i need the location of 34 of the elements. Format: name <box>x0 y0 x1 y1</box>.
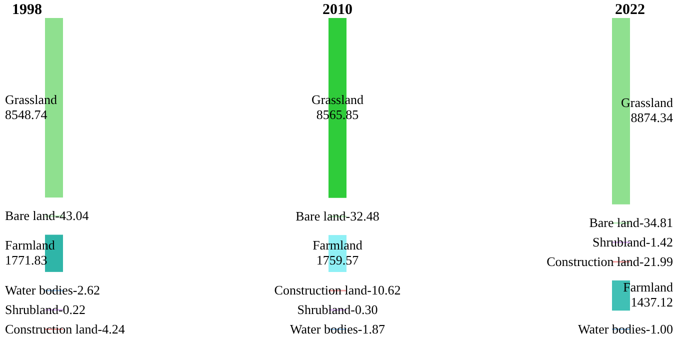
data-label: 4.24 <box>102 321 126 336</box>
category-label: Water bodies- <box>578 321 650 336</box>
data-label: 34.81 <box>644 215 673 230</box>
category-label: Bare land- <box>589 215 644 230</box>
category-label: Shrubland- <box>5 302 63 317</box>
text: 2010 <box>322 2 352 18</box>
data-label: 8874.34 <box>630 110 674 126</box>
data-label: 2.62 <box>77 282 100 298</box>
category-label: Farmland <box>312 238 363 253</box>
category-label: Shrubland- <box>297 302 356 317</box>
data-label: 10.62 <box>371 282 401 298</box>
text: 1998 <box>12 2 42 18</box>
category-label: Shrubland- <box>592 234 650 250</box>
data-label: 1437.12 <box>630 294 673 310</box>
data-label: 1759.57 <box>316 252 360 268</box>
data-label: 21.99 <box>644 254 673 269</box>
category-label: Bare land- <box>296 208 350 224</box>
data-label: 32.48 <box>350 208 380 224</box>
data-label: 8548.74 <box>5 106 48 122</box>
data-label: 43.04 <box>60 208 90 224</box>
category-label: Construction land- <box>274 282 372 298</box>
category-label: Water bodies- <box>290 321 362 336</box>
data-label: 0.30 <box>355 302 378 317</box>
data-label: 1.42 <box>650 234 673 250</box>
category-label: Bare land- <box>5 208 60 224</box>
category-label: Construction land- <box>5 321 102 336</box>
text: 2022 <box>615 2 645 18</box>
category-label: Construction land- <box>546 254 644 269</box>
data-label: 1.87 <box>362 321 386 336</box>
data-label: 0.22 <box>62 302 86 317</box>
data-label: 1.00 <box>650 321 673 336</box>
category-label: Water bodies- <box>5 282 78 298</box>
category-label: Grassland <box>621 95 674 110</box>
category-label: Grassland <box>5 92 58 107</box>
